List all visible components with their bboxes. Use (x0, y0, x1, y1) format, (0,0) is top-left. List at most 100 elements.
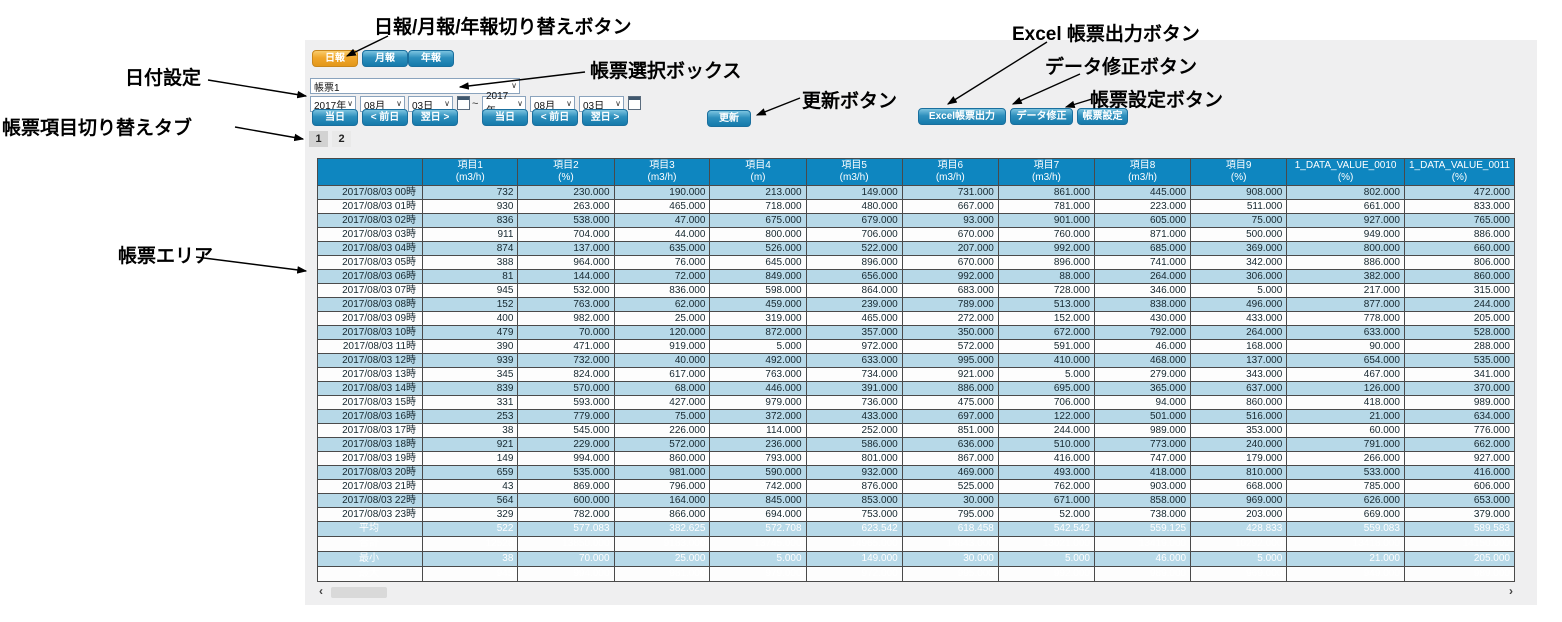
table-row: 2017/08/03 15時 331 593.000 427.000 979.000 73… (317, 395, 1515, 410)
value-cell: 792.000 (1093, 325, 1192, 340)
value-cell: 516.000 (1190, 409, 1288, 424)
value-cell: 600.000 (517, 493, 615, 508)
table-row: 2017/08/03 09時 400 982.000 25.000 319.000 465… (317, 311, 1515, 326)
value-cell: 369.000 (1190, 241, 1288, 256)
row-time-label: 2017/08/03 07時 (317, 283, 424, 298)
value-cell: 781.000 (997, 199, 1095, 214)
row-time-label: 2017/08/03 13時 (317, 367, 424, 382)
column-header: 項目8 (m3/h) (1093, 158, 1192, 186)
value-cell: 365.000 (1093, 381, 1192, 396)
report-table-head: 項目1 (m3/h) 項目2 (%) 項目3 (m3/h) 項目4 (m) 項目5 (m3/h) 項… (317, 158, 1515, 186)
value-cell: 590.000 (709, 465, 807, 480)
horizontal-scrollbar[interactable]: ‹ › (317, 584, 1515, 599)
value-cell: 164.000 (613, 493, 711, 508)
annotation-report-type: 日報/月報/年報切り替えボタン (374, 17, 632, 38)
value-cell: 410.000 (997, 353, 1095, 368)
value-cell: 994.000 (517, 451, 615, 466)
value-cell: 773.000 (1093, 437, 1192, 452)
row-time-label: 2017/08/03 09時 (317, 311, 424, 326)
table-row: 2017/08/03 04時 874 137.000 635.000 526.000 52… (317, 241, 1515, 256)
value-cell: 496.000 (1190, 297, 1288, 312)
value-cell: 126.000 (1286, 381, 1405, 396)
tab-page-1[interactable]: 1 (309, 131, 328, 147)
value-cell: 10292.000 (1190, 536, 1288, 552)
value-cell: 416.000 (1403, 465, 1515, 480)
from-day-select[interactable]: 03日 ∨ (408, 96, 453, 112)
value-cell: 853.000 (805, 493, 903, 508)
row-time-label: 2017/08/03 06時 (317, 269, 424, 284)
from-year-select[interactable]: 2017年 ∨ (310, 96, 356, 112)
value-cell: 418.000 (1093, 465, 1192, 480)
value-cell: 25.000 (613, 551, 711, 567)
excel-export-button[interactable]: Excel帳票出力 (918, 108, 1006, 125)
tab-page-2[interactable]: 2 (332, 131, 351, 147)
report-area[interactable]: 項目1 (m3/h) 項目2 (%) 項目3 (m3/h) 項目4 (m) 項目5 (m3/h) 項… (317, 158, 1515, 584)
value-cell: 903.000 (1093, 479, 1192, 494)
value-cell: 572.000 (613, 437, 711, 452)
value-cell: 264.000 (1190, 325, 1288, 340)
value-cell: 266.000 (1286, 451, 1405, 466)
chevron-down-icon: ∨ (444, 99, 450, 108)
value-cell: 849.000 (709, 269, 807, 284)
annotation-excel-export: Excel 帳票出力ボタン (1012, 24, 1200, 45)
value-cell: 833.000 (1403, 199, 1515, 214)
value-cell: 538.000 (517, 213, 615, 228)
value-cell: 493.000 (997, 465, 1095, 480)
value-cell: 867.000 (901, 451, 999, 466)
value-cell: 5.000 (1190, 551, 1288, 567)
table-row: 2017/08/03 07時 945 532.000 836.000 598.000 86… (317, 283, 1515, 298)
value-cell: 718.000 (709, 199, 807, 214)
value-cell: 205.000 (1403, 551, 1515, 567)
value-cell: 981.000 (613, 566, 711, 582)
value-cell: 736.000 (805, 395, 903, 410)
to-today-button[interactable]: 当日 (482, 109, 528, 126)
value-cell: 331 (422, 395, 519, 410)
report-config-button[interactable]: 帳票設定 (1077, 108, 1128, 125)
value-cell: 526.000 (709, 241, 807, 256)
value-cell: 239.000 (805, 297, 903, 312)
value-cell: 44.000 (613, 227, 711, 242)
row-time-label: 2017/08/03 10時 (317, 325, 424, 340)
to-prev-day-button[interactable]: < 前日 (532, 109, 578, 126)
daily-report-button[interactable]: 日報 (312, 50, 358, 67)
table-row: 2017/08/03 23時 329 782.000 866.000 694.000 75… (317, 507, 1515, 522)
yearly-report-button[interactable]: 年報 (408, 50, 454, 67)
from-today-button[interactable]: 当日 (312, 109, 358, 126)
monthly-report-button[interactable]: 月報 (362, 50, 408, 67)
value-cell: 52.000 (997, 507, 1095, 522)
value-cell: 190.000 (613, 185, 711, 200)
value-cell: 645.000 (709, 255, 807, 270)
value-cell: 704.000 (517, 227, 615, 242)
scrollbar-thumb[interactable] (331, 587, 387, 598)
value-cell: 81 (422, 269, 519, 284)
table-row: 2017/08/03 17時 38 545.000 226.000 114.000 252… (317, 423, 1515, 438)
scroll-left-icon[interactable]: ‹ (319, 584, 323, 598)
value-cell: 572.000 (901, 339, 999, 354)
value-cell: 605.000 (1093, 213, 1192, 228)
value-cell: 13021.000 (997, 536, 1095, 552)
value-cell: 695.000 (997, 381, 1095, 396)
value-cell: 949.000 (1286, 566, 1405, 582)
value-cell: 793.000 (709, 451, 807, 466)
data-edit-button[interactable]: データ修正 (1010, 108, 1073, 125)
annotation-item-tabs: 帳票項目切り替えタブ (2, 118, 193, 139)
value-cell: 149.000 (805, 185, 903, 200)
from-calendar-icon[interactable] (457, 96, 470, 110)
update-button[interactable]: 更新 (707, 110, 751, 127)
to-next-day-button[interactable]: 翌日 > (582, 109, 628, 126)
value-cell: 5.000 (709, 551, 807, 567)
value-cell: 864.000 (805, 283, 903, 298)
value-cell: 528.000 (1403, 325, 1515, 340)
from-prev-day-button[interactable]: < 前日 (362, 109, 408, 126)
value-cell: 25.000 (613, 311, 711, 326)
from-next-day-button[interactable]: 翌日 > (412, 109, 458, 126)
to-calendar-icon[interactable] (628, 96, 641, 110)
value-cell: 12528 (422, 536, 519, 552)
to-day-select[interactable]: 03日 ∨ (579, 96, 624, 112)
value-cell: 288.000 (1403, 339, 1515, 354)
scroll-right-icon[interactable]: › (1509, 584, 1513, 598)
value-cell: 60.000 (1286, 423, 1405, 438)
value-cell: 634.000 (1403, 409, 1515, 424)
value-cell: 697.000 (901, 409, 999, 424)
value-cell: 5.000 (997, 367, 1095, 382)
